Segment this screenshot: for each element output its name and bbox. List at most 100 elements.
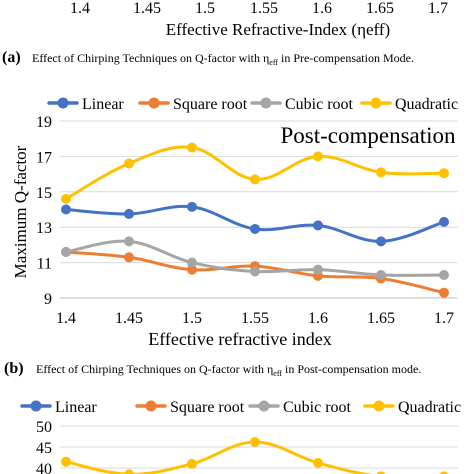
data-point-square-root: [439, 287, 449, 298]
top-x-tick-label: 1.65: [366, 0, 394, 17]
bottom-y-tick-label: 45: [36, 440, 52, 457]
bottom-series-lines: [61, 436, 449, 474]
series-line-linear: [65, 204, 445, 243]
data-point-linear: [187, 201, 197, 212]
caption-b-letter: (b): [4, 360, 24, 377]
caption-b-text-main: Effect of Chirping Techniques on Q-facto…: [36, 362, 273, 376]
x-axis-label: Effective refractive index: [148, 329, 332, 349]
data-point-cubic-root: [376, 269, 386, 280]
caption-b: (b) Effect of Chirping Techniques on Q-f…: [4, 360, 421, 378]
data-point-cubic-root: [250, 266, 260, 277]
top-x-tick-label: 1.6: [312, 0, 332, 17]
caption-a: (a) Effect of Chirping Techniques on Q-f…: [2, 49, 414, 67]
legend-label-quadratic: Quadratic: [395, 96, 458, 113]
caption-a-text: Effect of Chirping Techniques on Q-facto…: [32, 51, 414, 67]
data-point-cubic-root: [61, 246, 71, 257]
data-point-quadratic: [313, 151, 323, 162]
bottom-data-point-quadratic: [124, 469, 134, 474]
legend-marker-cubic-root: [260, 97, 272, 109]
legend-label-linear: Linear: [55, 399, 97, 416]
data-point-linear: [250, 223, 260, 234]
bottom-data-point-quadratic: [313, 457, 323, 468]
data-point-quadratic: [250, 174, 260, 185]
top-x-tick-label: 1.55: [250, 0, 278, 17]
legend-marker-linear: [57, 97, 69, 109]
y-tick-label: 17: [36, 149, 52, 166]
caption-a-letter: (a): [2, 49, 21, 66]
x-tick-label: 1.6: [308, 310, 328, 327]
bottom-y-tick-label: 50: [36, 419, 52, 436]
legend-label-cubic-root: Cubic root: [285, 96, 354, 113]
data-point-quadratic: [187, 142, 197, 153]
top-x-tick-label: 1.7: [428, 0, 448, 17]
chart-legend: Linear Square root Cubic root Quadratic: [47, 96, 458, 113]
post-compensation-chart: Linear Square root Cubic root Quadratic 9 11…: [11, 96, 458, 349]
x-tick-label: 1.4: [56, 310, 76, 327]
caption-b-text-end: in Post-compensation mode.: [282, 362, 421, 376]
data-point-square-root: [124, 252, 134, 263]
bottom-data-point-quadratic: [250, 436, 260, 447]
top-x-tick-label: 1.45: [133, 0, 161, 17]
x-tick-label: 1.45: [115, 310, 143, 327]
data-point-quadratic: [124, 158, 134, 169]
x-tick-label: 1.55: [241, 310, 269, 327]
legend-marker-quadratic: [370, 97, 382, 109]
data-point-linear: [376, 236, 386, 247]
y-axis-label: Maximum Q-factor: [11, 145, 30, 278]
x-tick-labels: 1.4 1.45 1.5 1.55 1.6 1.65 1.7: [56, 310, 454, 327]
legend-label-quadratic: Quadratic: [398, 399, 461, 416]
series-line-quadratic: [65, 145, 445, 201]
legend-marker-linear: [30, 400, 42, 412]
legend-marker-cubic-root: [258, 400, 270, 412]
data-point-linear: [124, 208, 134, 219]
top-x-tick-label: 1.4: [70, 0, 90, 17]
bottom-data-point-quadratic: [439, 471, 449, 474]
y-tick-label: 9: [44, 291, 52, 308]
caption-a-text-main: Effect of Chirping Techniques on Q-facto…: [32, 51, 269, 65]
data-point-quadratic: [61, 193, 71, 204]
x-tick-label: 1.5: [182, 310, 202, 327]
y-tick-label: 15: [36, 185, 52, 202]
bottom-chart-legend: Linear Square root Cubic root Quadratic: [20, 399, 461, 416]
data-point-linear: [439, 216, 449, 227]
data-point-cubic-root: [313, 264, 323, 275]
y-tick-labels: 9 11 13 15 17 19: [36, 114, 52, 308]
x-tick-label: 1.65: [367, 310, 395, 327]
bottom-y-tick-labels: 40 45 50: [36, 419, 52, 474]
bottom-y-tick-label: 40: [36, 461, 52, 474]
legend-label-linear: Linear: [82, 96, 124, 113]
data-point-cubic-root: [439, 269, 449, 280]
legend-label-square-root: Square root: [170, 399, 245, 416]
bottom-data-point-quadratic: [376, 471, 386, 474]
x-tick-label: 1.7: [434, 310, 454, 327]
legend-marker-square-root: [145, 400, 157, 412]
top-chart-x-axis: 1.4 1.45 1.5 1.55 1.6 1.65 1.7 Effective Refra…: [70, 0, 448, 39]
legend-marker-square-root: [148, 97, 160, 109]
y-tick-label: 11: [37, 256, 52, 273]
caption-b-subscript: eff: [273, 369, 282, 378]
caption-b-text: Effect of Chirping Techniques on Q-facto…: [36, 362, 421, 378]
caption-a-subscript: eff: [269, 58, 278, 67]
y-tick-label: 19: [36, 114, 52, 131]
chart-title: Post-compensation: [280, 123, 456, 148]
caption-a-text-end: in Pre-compensation Mode.: [278, 51, 414, 65]
data-point-cubic-root: [187, 257, 197, 268]
data-point-linear: [61, 204, 71, 215]
bottom-data-point-quadratic: [61, 456, 71, 467]
data-point-cubic-root: [124, 236, 134, 247]
legend-label-cubic-root: Cubic root: [283, 399, 352, 416]
data-point-quadratic: [376, 167, 386, 178]
legend-marker-quadratic: [373, 400, 385, 412]
top-x-tick-label: 1.5: [195, 0, 215, 17]
bottom-y-gridlines: [60, 425, 458, 469]
y-tick-label: 13: [36, 220, 52, 237]
data-point-quadratic: [439, 168, 449, 179]
legend-label-square-root: Square root: [173, 96, 248, 113]
top-chart-x-axis-label: Effective Refractive-Index (ηeff): [166, 20, 390, 39]
bottom-chart: Linear Square root Cubic root Quadratic 404…: [20, 399, 461, 474]
series-lines: [61, 142, 449, 298]
data-point-linear: [313, 220, 323, 231]
bottom-data-point-quadratic: [187, 458, 197, 469]
data-point-square-root: [187, 264, 197, 275]
